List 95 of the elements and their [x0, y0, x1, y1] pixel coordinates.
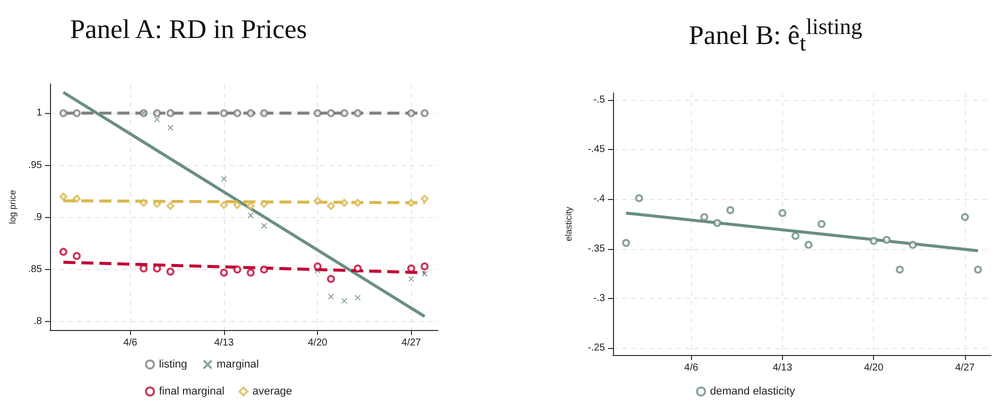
point	[153, 264, 162, 272]
point	[246, 268, 255, 277]
y-tick-label: -.45	[588, 144, 606, 156]
point	[326, 202, 335, 210]
point	[166, 202, 174, 210]
y-tick-label: 1	[36, 108, 42, 119]
point	[220, 200, 228, 209]
y-tick-label: -.4	[593, 194, 606, 205]
point	[248, 212, 254, 218]
point	[326, 274, 335, 283]
x-tick-label: 4/20	[864, 362, 884, 374]
point	[407, 264, 416, 272]
point	[261, 222, 268, 229]
point	[354, 264, 362, 272]
point	[233, 109, 242, 118]
point	[818, 220, 826, 228]
point	[220, 176, 227, 182]
point	[960, 213, 969, 222]
point	[726, 206, 734, 214]
point	[354, 294, 361, 301]
point	[408, 276, 414, 282]
y-tick-label: -.35	[588, 243, 606, 254]
y-axis-title: elasticity	[564, 206, 574, 242]
y-tick-label: .95	[28, 160, 42, 171]
point	[341, 298, 348, 304]
point	[908, 240, 917, 249]
point	[59, 109, 68, 118]
point	[420, 262, 429, 270]
point	[870, 236, 878, 245]
point	[166, 109, 174, 118]
y-tick-label: .8	[34, 316, 42, 328]
legend-label: demand elasticity	[710, 386, 796, 398]
point	[233, 266, 242, 274]
point	[804, 240, 813, 249]
point	[220, 268, 228, 277]
point	[974, 266, 982, 274]
point	[420, 109, 429, 118]
point	[153, 109, 162, 118]
point	[778, 209, 786, 218]
y-tick-label: .85	[28, 264, 42, 276]
x-tick-label: 4/6	[684, 362, 699, 374]
point	[328, 294, 334, 300]
point	[420, 194, 429, 203]
legend-label: final marginal	[159, 386, 224, 398]
point	[314, 196, 322, 205]
point	[422, 270, 428, 277]
point	[622, 238, 630, 247]
point	[72, 252, 81, 260]
point	[167, 124, 174, 131]
legend-label: listing	[159, 358, 188, 370]
point	[233, 200, 242, 209]
x-tick-label: 4/13	[772, 362, 793, 374]
y-tick-label: .9	[34, 212, 42, 223]
point	[246, 109, 255, 118]
point	[260, 266, 268, 274]
x-tick-label: 4/27	[955, 362, 976, 374]
point	[354, 198, 362, 207]
point	[153, 200, 162, 208]
point	[407, 109, 416, 118]
point	[314, 268, 321, 274]
point	[354, 109, 362, 118]
point	[140, 264, 148, 272]
legend-label: marginal	[216, 358, 259, 370]
point	[635, 194, 644, 202]
point	[314, 262, 322, 270]
point	[220, 109, 228, 118]
point	[154, 116, 160, 122]
point	[140, 198, 148, 207]
point	[896, 266, 904, 274]
point	[314, 109, 322, 118]
point	[59, 192, 68, 201]
x-tick-label: 4/6	[123, 338, 138, 348]
point	[72, 109, 81, 118]
x-tick-label: 4/13	[214, 338, 234, 348]
point	[166, 268, 174, 276]
point	[407, 198, 416, 207]
y-tick-label: -.5	[593, 94, 606, 106]
y-axis-title: log price	[8, 190, 18, 224]
y-tick-label: -.3	[593, 292, 606, 304]
legend-label: average	[252, 386, 292, 398]
point	[72, 194, 81, 203]
point	[791, 232, 800, 240]
point	[882, 236, 891, 244]
point	[260, 109, 268, 118]
point	[713, 219, 722, 228]
x-tick-label: 4/27	[402, 338, 422, 348]
point	[59, 248, 68, 256]
point	[340, 198, 348, 207]
point	[260, 200, 268, 208]
chart-title: Panel A: RD in Prices	[69, 14, 308, 45]
point	[340, 109, 348, 118]
x-tick-label: 4/20	[308, 338, 328, 348]
point	[326, 109, 335, 118]
point	[700, 213, 708, 222]
y-tick-label: -.25	[588, 342, 606, 354]
